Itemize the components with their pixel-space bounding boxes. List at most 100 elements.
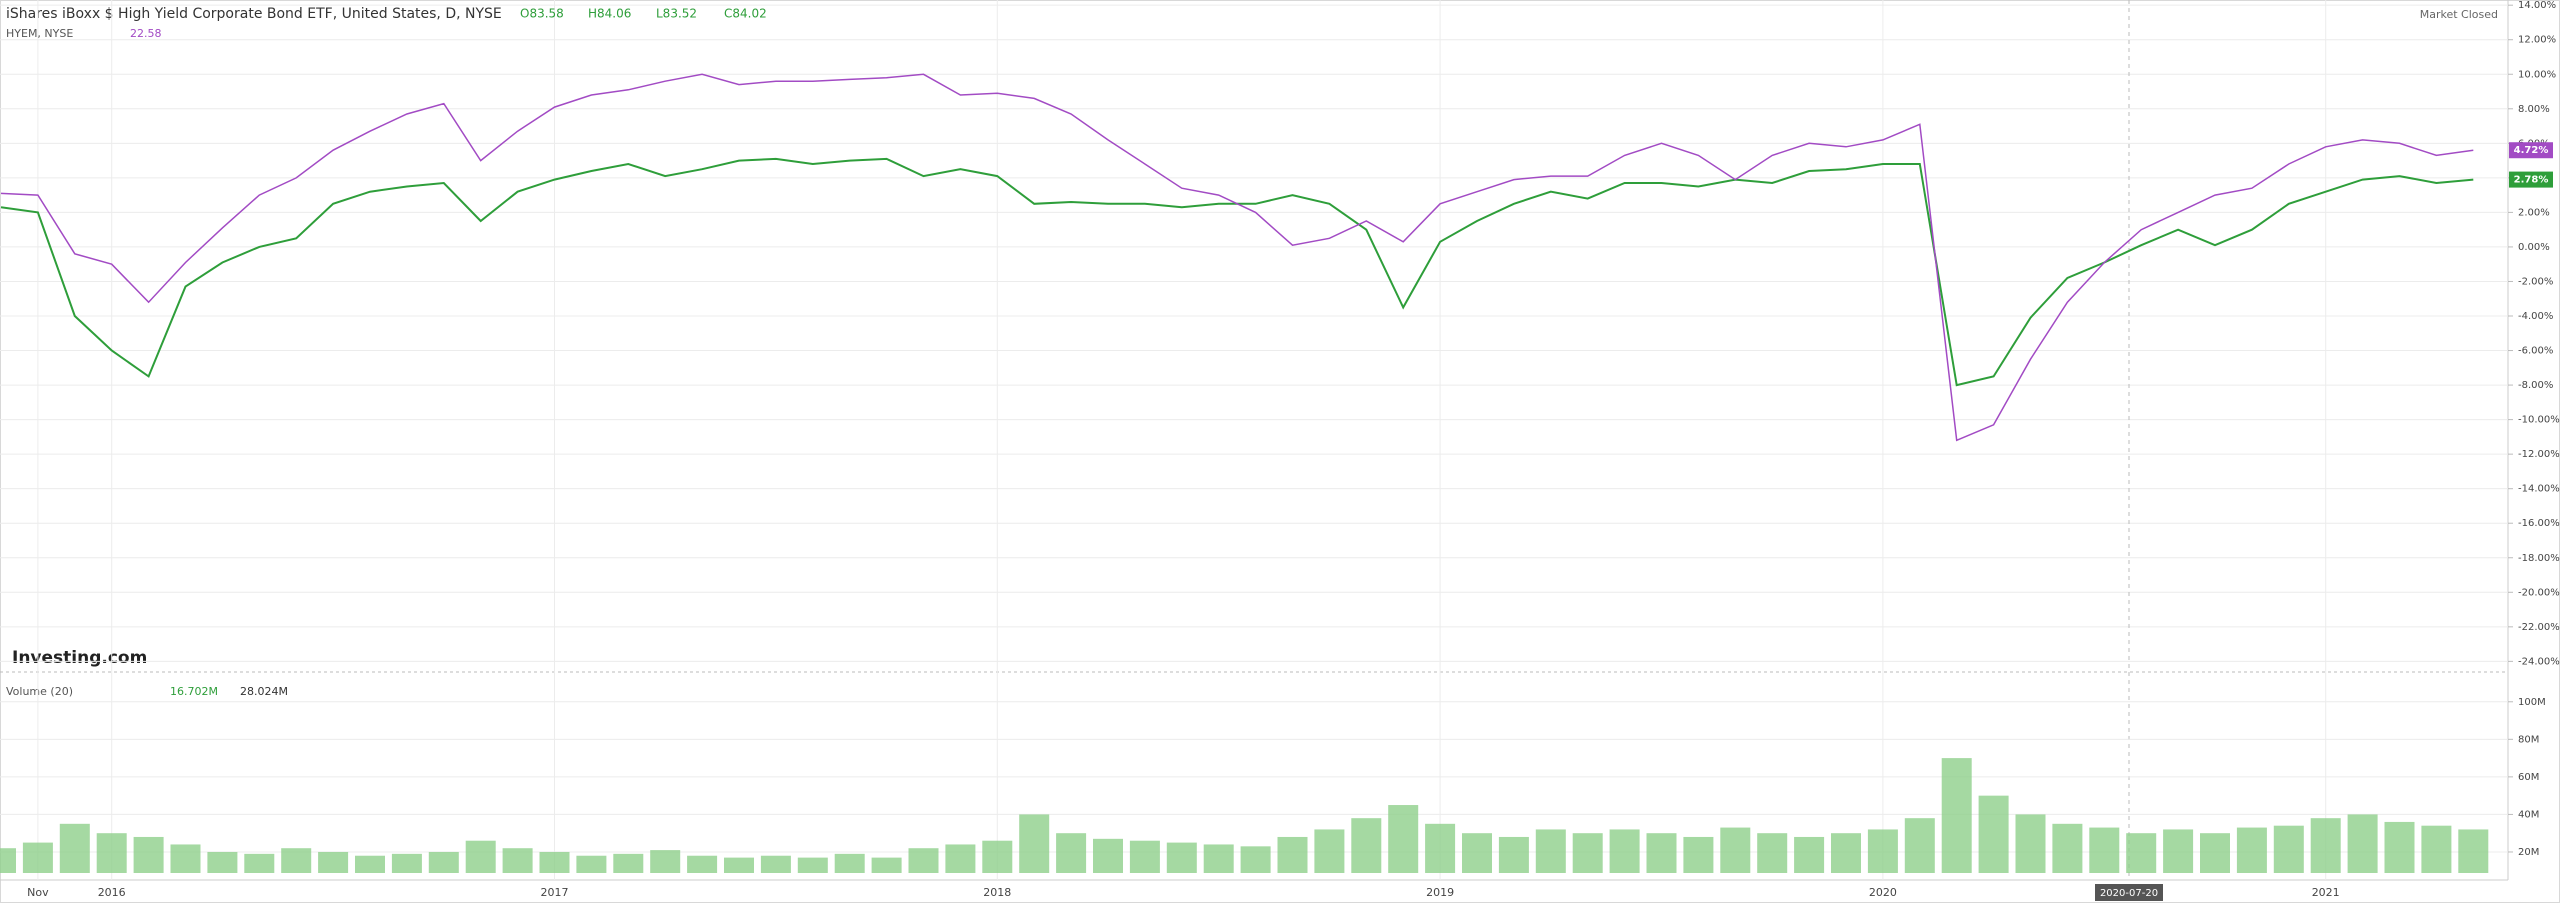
volume-bar xyxy=(502,848,533,873)
market-status: Market Closed xyxy=(2420,8,2498,21)
volume-bar xyxy=(2236,827,2267,873)
volume-bar xyxy=(1203,844,1234,873)
volume-bar xyxy=(59,823,90,873)
volume-bar xyxy=(871,857,902,873)
volume-bar xyxy=(1757,833,1788,873)
series-legend: iShares iBoxx $ High Yield Corporate Bon… xyxy=(6,6,502,22)
x-tick-label: 2017 xyxy=(541,886,569,899)
y-tick-label: -8.00% xyxy=(2518,380,2553,391)
y-tick-label: 14.00% xyxy=(2518,0,2556,11)
volume-bar xyxy=(687,855,718,873)
y-tick-label: -20.00% xyxy=(2518,587,2560,598)
volume-bar xyxy=(355,855,385,873)
y-tick-label: 0.00% xyxy=(2518,242,2550,253)
x-tick-label: 2020 xyxy=(1869,886,1897,899)
volume-bar xyxy=(2421,825,2452,873)
volume-bar xyxy=(428,851,459,873)
ohlc-value: C84.02 xyxy=(724,7,767,21)
volume-bar xyxy=(2310,818,2341,873)
y-tick-label: 100M xyxy=(2518,697,2546,708)
volume-bar xyxy=(945,844,976,873)
volume-bar xyxy=(1978,795,2009,873)
x-tick-label: 2021 xyxy=(2312,886,2340,899)
volume-bar xyxy=(1166,842,1197,873)
volume-bar xyxy=(613,853,644,873)
volume-bar xyxy=(465,840,496,873)
x-tick-label: 2018 xyxy=(983,886,1011,899)
y-tick-label: -16.00% xyxy=(2518,518,2560,529)
volume-bar xyxy=(1019,814,1050,873)
volume-value: 16.702M xyxy=(170,685,218,698)
volume-bar xyxy=(1129,840,1160,873)
volume-bar xyxy=(576,855,607,873)
y-tick-label: 12.00% xyxy=(2518,35,2556,46)
ohlc-value: H84.06 xyxy=(588,7,631,21)
y-tick-label: 10.00% xyxy=(2518,69,2556,80)
volume-bar xyxy=(2089,827,2120,873)
y-tick-label: 20M xyxy=(2518,847,2539,858)
volume-bar xyxy=(539,851,570,873)
y-tick-label: -12.00% xyxy=(2518,449,2560,460)
series-legend: HYEM, NYSE xyxy=(6,27,73,40)
volume-bar xyxy=(1904,818,1935,873)
volume-bar xyxy=(1277,836,1308,873)
volume-bar xyxy=(2126,833,2157,873)
volume-bar xyxy=(1831,833,1861,873)
volume-bar xyxy=(650,850,681,873)
volume-bar xyxy=(834,853,865,873)
y-tick-label: -18.00% xyxy=(2518,553,2560,564)
series-value: 22.58 xyxy=(130,27,162,40)
y-tick-label: -6.00% xyxy=(2518,346,2553,357)
volume-bar xyxy=(391,853,422,873)
volume-bar xyxy=(1794,836,1825,873)
watermark: Investing.com xyxy=(12,648,147,668)
last-value-tag xyxy=(2509,142,2553,159)
volume-bar xyxy=(1351,818,1382,873)
last-value-label: 4.72% xyxy=(2514,145,2549,156)
volume-bar xyxy=(1683,836,1714,873)
volume-bar xyxy=(1388,805,1419,873)
x-tick-label: 2019 xyxy=(1426,886,1454,899)
volume-title: Volume (20) xyxy=(6,685,73,698)
y-tick-label: 8.00% xyxy=(2518,104,2550,115)
volume-value: 28.024M xyxy=(240,685,288,698)
volume-bar xyxy=(2347,814,2378,873)
volume-bar xyxy=(908,848,939,873)
volume-bar xyxy=(1093,838,1123,873)
volume-bar xyxy=(2273,825,2304,873)
ohlc-value: L83.52 xyxy=(656,7,697,21)
y-tick-label: -22.00% xyxy=(2518,622,2560,633)
y-tick-label: -4.00% xyxy=(2518,311,2553,322)
volume-bar xyxy=(170,844,201,873)
volume-bar xyxy=(1609,829,1640,873)
volume-bar xyxy=(2052,823,2083,873)
y-tick-label: -2.00% xyxy=(2518,276,2553,287)
ohlc-value: O83.58 xyxy=(520,7,564,21)
volume-bar xyxy=(2458,829,2489,873)
volume-bar xyxy=(1056,833,1087,873)
last-value-tag xyxy=(2509,171,2553,188)
volume-bar xyxy=(0,848,16,873)
volume-bar xyxy=(244,853,275,873)
volume-bar xyxy=(1720,827,1751,873)
volume-bar xyxy=(1646,833,1677,873)
y-tick-label: -24.00% xyxy=(2518,656,2560,667)
volume-bar xyxy=(207,851,238,873)
volume-bar xyxy=(1240,846,1271,873)
volume-bar xyxy=(1572,833,1603,873)
volume-bar xyxy=(133,836,164,873)
volume-bar xyxy=(2163,829,2194,873)
crosshair-tag xyxy=(2095,884,2163,901)
y-tick-label: 2.00% xyxy=(2518,207,2550,218)
volume-bar xyxy=(2200,833,2230,873)
crosshair-label: 2020-07-20 xyxy=(2100,888,2158,899)
y-tick-label: 80M xyxy=(2518,734,2539,745)
y-tick-label: -10.00% xyxy=(2518,415,2560,426)
series-line xyxy=(0,73,2474,442)
volume-bar xyxy=(22,842,53,873)
volume-bar xyxy=(982,840,1013,873)
volume-bar xyxy=(2015,814,2046,873)
volume-bar xyxy=(281,848,312,873)
